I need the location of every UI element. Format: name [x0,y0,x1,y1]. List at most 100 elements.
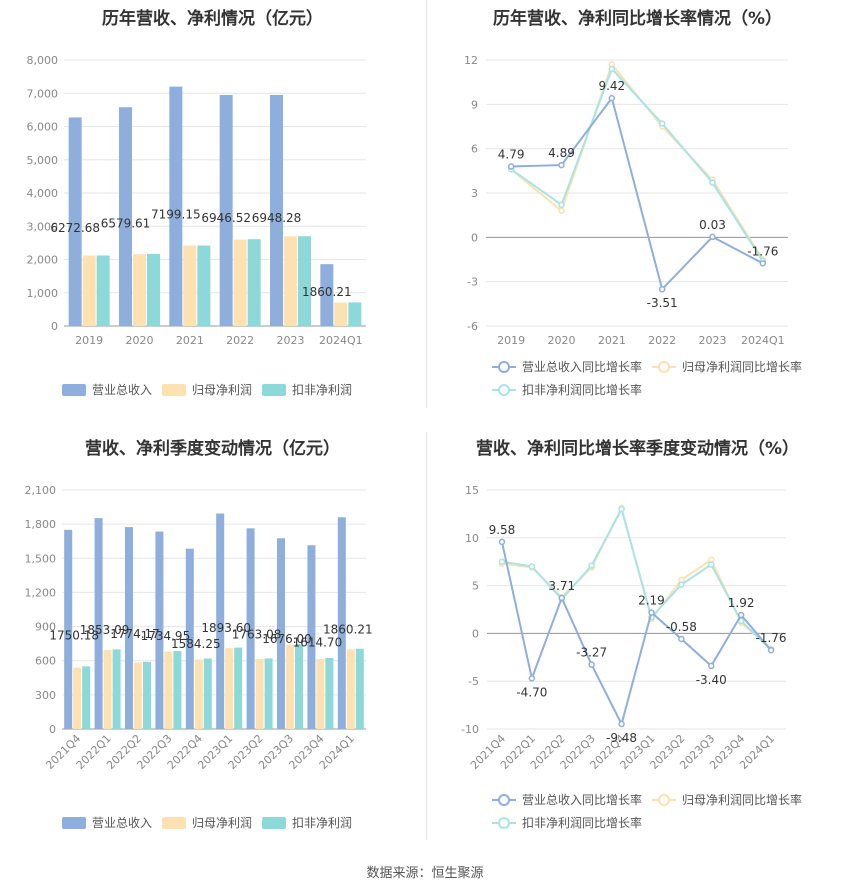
bar-value-label: 1774.17 [110,627,160,641]
data-point [678,581,685,588]
series-line-2 [501,506,772,651]
legend-label: 扣非净利润 [292,816,352,830]
data-point [608,65,616,73]
data-point [658,120,666,127]
bar-revenue [307,545,316,729]
data-value-label: 4.79 [498,148,525,162]
bar-value-label: 1584.25 [171,637,221,651]
data-point [528,563,536,570]
chart-title: 营收、净利季度变动情况（亿元） [85,439,340,459]
y-tick-label: 7,000 [27,87,59,100]
y-tick-label: 8,000 [27,54,59,67]
bar-net-profit [134,662,142,729]
y-tick-label: 3,000 [27,220,59,233]
bar-net-profit [334,302,348,326]
quarterly-bar-chart: 03006009001,2001,5001,8002,1002021Q42022… [25,484,373,830]
data-point [558,161,565,169]
bar-deducted-profit [298,236,311,326]
y-tick-label: 3 [471,187,478,200]
series-line-0 [500,541,772,727]
quarterly-bar-panel: 营收、净利季度变动情况（亿元） 0 300 600 900 1,200 1,500 1,80… [0,425,425,855]
x-tick-label: 2021 [598,334,626,347]
bar-revenue [216,513,225,729]
legend-label: 归母净利润同比增长率 [682,359,802,374]
legend-label: 归母净利润同比增长率 [682,792,802,807]
bar-revenue [94,518,103,729]
divider [426,432,427,840]
bar-deducted-profit [112,649,121,729]
legend-marker [658,794,670,806]
data-value-label: -3.40 [696,673,727,687]
y-tick-label: 9 [471,98,478,111]
data-point [618,720,625,728]
data-point [528,675,536,682]
bar-deducted-profit [96,255,110,326]
bar-net-profit [286,644,294,729]
legend-swatch [162,817,186,829]
y-tick-label: 1,000 [27,287,59,300]
bar-value-label: 1750.18 [49,628,99,642]
bar-deducted-profit [247,239,261,326]
bar-net-profit [346,649,355,729]
annual-growth-panel: 历年营收、净利同比增长率情况（%） -6 -3 0 3 6 9 12 2019 2020 2021… [425,0,850,410]
bar-value-label: 1860.21 [302,285,352,299]
bar-deducted-profit [264,658,273,729]
data-value-label: 3.71 [548,579,575,593]
data-point [767,646,775,654]
bar-value-label: 1734.95 [141,629,191,643]
y-tick-label: 0 [49,723,56,736]
y-tick-label: 0 [472,627,479,640]
data-value-label: -9.48 [606,731,637,745]
bar-deducted-profit [234,647,243,729]
legend-label: 归母净利润 [192,816,252,830]
data-point [678,635,685,643]
legend-swatch [62,817,86,829]
data-source: 数据来源：恒生聚源 [366,866,484,881]
y-tick-label: 2,100 [25,484,57,497]
x-tick-label: 2020 [126,334,154,347]
bar-net-profit [73,667,82,729]
x-tick-label: 2022 [226,334,254,347]
x-tick-label: 2024Q1 [741,334,785,347]
legend-swatch [162,384,186,396]
bar-value-label: 1860.21 [323,623,373,637]
legend-swatch [262,817,286,829]
y-tick-label: 0 [471,231,478,244]
y-tick-label: 2,000 [27,254,59,267]
bar-deducted-profit [82,666,91,729]
bar-deducted-profit [147,253,160,326]
legend-label: 扣非净利润同比增长率 [522,815,642,830]
bar-value-label: 1614.70 [293,635,343,649]
legend-label: 营业总收入 [92,816,152,830]
y-tick-label: 1,800 [25,518,57,531]
bar-revenue [64,529,73,729]
annual-bar-panel: 历年营收、净利情况（亿元） 0 1,000 2,000 3,000 4,000 5,000… [0,0,425,410]
data-point [588,661,595,668]
bar-revenue [219,95,233,326]
y-tick-label: 4,000 [27,187,59,200]
data-point [588,562,595,569]
legend-swatch [262,384,286,396]
data-value-label: 2.19 [638,593,665,607]
data-point [608,94,616,102]
data-point [558,207,565,214]
data-point [759,260,767,267]
bar-revenue [169,86,183,326]
y-tick-label: 12 [464,54,478,67]
x-tick-label: 2019 [497,334,525,347]
series-line-2 [510,66,764,262]
x-tick-label: 2020 [548,334,576,347]
bar-revenue [270,94,283,326]
data-point [708,561,715,568]
x-tick-label: 2023 [277,334,305,347]
bar-value-label: 1853.09 [80,623,130,637]
data-point [498,558,506,565]
bar-net-profit [255,659,264,729]
y-tick-label: 0 [51,320,58,333]
y-tick-label: -6 [467,320,478,333]
bar-revenue [185,548,194,729]
bar-net-profit [225,648,234,729]
x-tick-label: 2021 [176,334,204,347]
y-tick-label: 900 [35,621,56,634]
bar-net-profit [233,239,247,326]
